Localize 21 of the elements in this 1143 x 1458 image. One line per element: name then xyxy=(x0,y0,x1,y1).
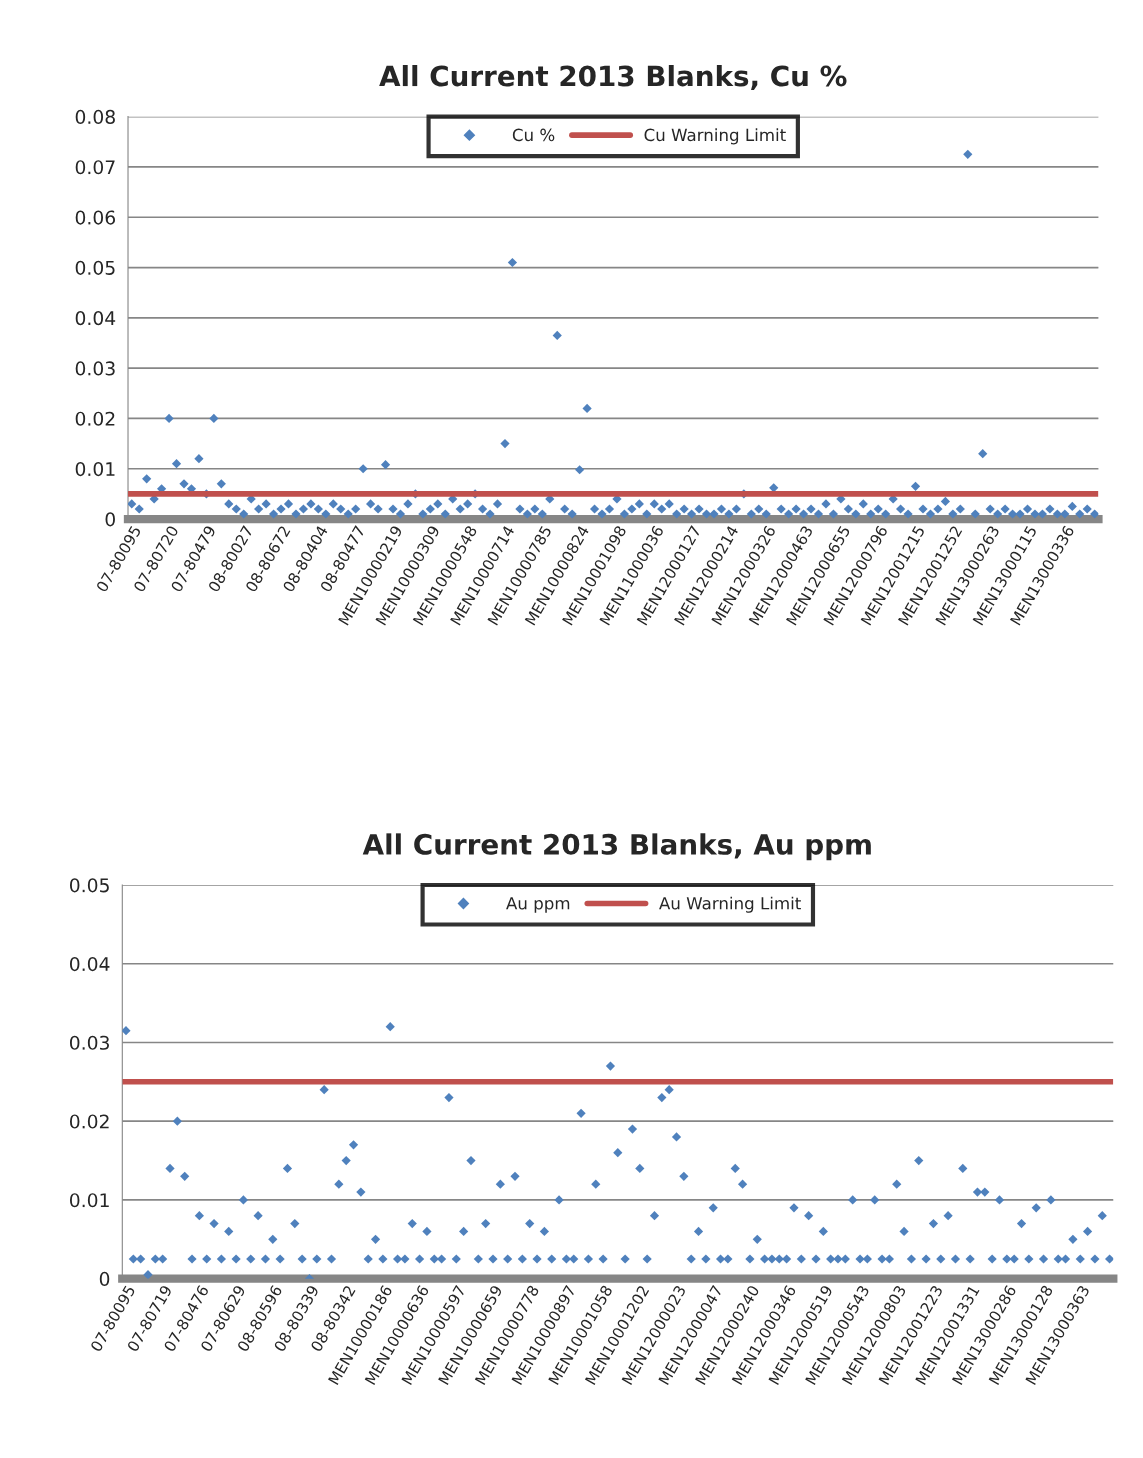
legend-label: Cu Warning Limit xyxy=(644,128,786,145)
y-tick-label: 0.07 xyxy=(75,160,115,175)
y-tick-label: 0 xyxy=(105,512,115,527)
y-tick-label: 0.06 xyxy=(75,210,116,225)
y-tick-label: 0.05 xyxy=(69,878,109,893)
legend-label: Au Warning Limit xyxy=(659,896,801,913)
y-tick-label: 0.02 xyxy=(69,1114,109,1129)
chart-title: All Current 2013 Blanks, Cu % xyxy=(379,64,847,91)
legend-label: Au ppm xyxy=(506,897,570,913)
y-tick-label: 0.05 xyxy=(75,260,115,275)
y-tick-label: 0.03 xyxy=(75,361,115,376)
y-tick-label: 0.08 xyxy=(75,109,115,125)
y-tick-label: 0.03 xyxy=(69,1035,109,1050)
y-tick-label: 0.01 xyxy=(75,461,115,477)
y-tick-label: 0.01 xyxy=(69,1193,109,1208)
legend-label: Cu % xyxy=(512,128,555,142)
y-tick-label: 0 xyxy=(99,1271,110,1287)
y-tick-label: 0.04 xyxy=(69,956,110,972)
chart-title: All Current 2013 Blanks, Au ppm xyxy=(362,833,871,861)
y-tick-label: 0.04 xyxy=(75,311,116,326)
y-tick-label: 0.02 xyxy=(75,411,115,426)
